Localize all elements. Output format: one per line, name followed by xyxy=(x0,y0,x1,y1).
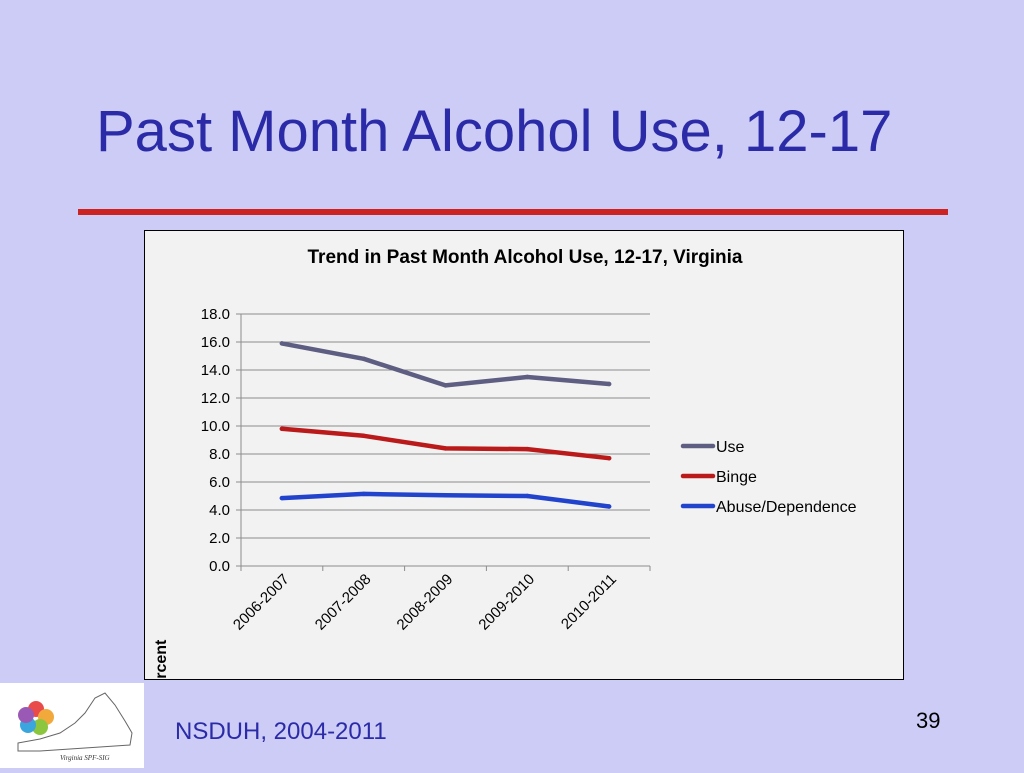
title-divider xyxy=(78,209,948,215)
logo-graphic: Virginia SPF-SIG xyxy=(17,692,133,762)
data-point xyxy=(525,493,530,499)
data-point xyxy=(443,446,448,451)
y-tick-label: 8.0 xyxy=(209,446,230,463)
y-tick-label: 6.0 xyxy=(209,474,230,491)
data-point xyxy=(606,456,612,461)
data-point xyxy=(361,356,366,361)
data-point xyxy=(279,341,285,346)
y-tick-label: 14.0 xyxy=(201,362,230,379)
y-tick-label: 18.0 xyxy=(201,306,230,323)
data-point xyxy=(525,374,530,380)
y-tick-label: 4.0 xyxy=(209,502,230,519)
y-tick-label: 0.0 xyxy=(209,558,230,575)
x-tick-label: 2010-2011 xyxy=(558,571,620,633)
logo-petal-purple-icon xyxy=(18,707,34,723)
chart-title: Trend in Past Month Alcohol Use, 12-17, … xyxy=(308,247,743,268)
gridlines xyxy=(241,313,650,539)
data-point xyxy=(443,493,448,498)
legend: Use Binge Abuse/Dependence xyxy=(680,439,857,516)
source-citation: NSDUH, 2004-2011 xyxy=(175,718,387,745)
virginia-spf-sig-logo: Virginia SPF-SIG xyxy=(0,683,144,768)
y-axis-label: Percent xyxy=(153,639,170,679)
data-point xyxy=(361,491,366,497)
data-point xyxy=(279,426,285,431)
data-point xyxy=(361,433,366,438)
data-point xyxy=(279,495,285,501)
y-tick-label: 12.0 xyxy=(201,390,230,407)
series-lines xyxy=(279,341,612,509)
legend-label: Use xyxy=(716,439,745,456)
x-tick-label: 2007-2008 xyxy=(312,571,375,634)
y-tick-label: 2.0 xyxy=(209,530,230,547)
x-tick-label: 2008-2009 xyxy=(394,571,457,634)
logo-petal-green-icon xyxy=(32,719,48,735)
axes: 0.0 2.0 4.0 6.0 8.0 10.0 12.0 14.0 16.0 18.0 2006-… xyxy=(201,306,651,634)
virginia-outline-icon xyxy=(17,692,133,752)
y-tick-label: 16.0 xyxy=(201,334,230,351)
logo-text: Virginia SPF-SIG xyxy=(60,754,110,762)
slide-title: Past Month Alcohol Use, 12-17 xyxy=(96,99,893,164)
legend-label: Abuse/Dependence xyxy=(716,499,857,516)
data-point xyxy=(606,381,612,387)
data-point xyxy=(443,383,448,388)
page-number: 39 xyxy=(916,708,941,733)
data-point xyxy=(606,504,612,509)
legend-label: Binge xyxy=(716,469,757,486)
chart-svg: Trend in Past Month Alcohol Use, 12-17, … xyxy=(153,247,857,679)
y-tick-label: 10.0 xyxy=(201,418,230,435)
series-line-use xyxy=(279,341,612,388)
data-point xyxy=(525,446,530,452)
x-tick-label: 2009-2010 xyxy=(475,571,538,634)
x-tick-label: 2006-2007 xyxy=(230,571,293,634)
chart-container: Trend in Past Month Alcohol Use, 12-17, … xyxy=(144,230,904,680)
